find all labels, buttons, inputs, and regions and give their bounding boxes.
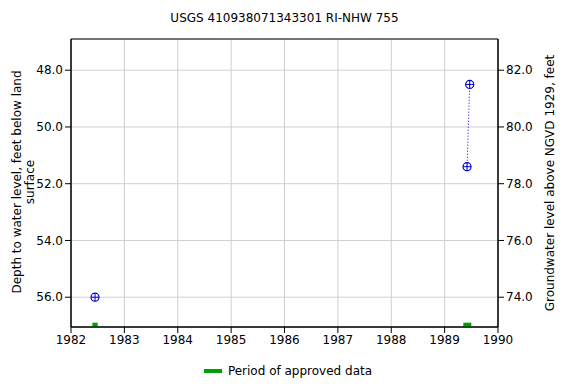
svg-text:1989: 1989 — [429, 333, 460, 347]
html-text:Groundwater level above NGVD 1: Groundwater level above NGVD 1929, feet — [543, 54, 557, 312]
svg-text:1986: 1986 — [269, 333, 300, 347]
svg-text:1982: 1982 — [56, 333, 87, 347]
svg-text:74.0: 74.0 — [506, 290, 533, 304]
svg-text:56.0: 56.0 — [36, 290, 63, 304]
svg-text:80.0: 80.0 — [506, 120, 533, 134]
svg-text:82.0: 82.0 — [506, 63, 533, 77]
svg-text:76.0: 76.0 — [506, 234, 533, 248]
svg-text:1983: 1983 — [109, 333, 140, 347]
svg-text:78.0: 78.0 — [506, 177, 533, 191]
svg-text:1985: 1985 — [216, 333, 247, 347]
svg-text:50.0: 50.0 — [36, 120, 63, 134]
html-text:USGS 410938071343301 RI-NHW 75: USGS 410938071343301 RI-NHW 755 — [170, 11, 399, 25]
svg-text:1987: 1987 — [323, 333, 354, 347]
html-text:surface: surface — [23, 159, 37, 205]
html-text:Depth to water level, feet bel: Depth to water level, feet below land — [10, 70, 24, 294]
svg-text:54.0: 54.0 — [36, 234, 63, 248]
html-text:Period of approved data: Period of approved data — [227, 364, 373, 378]
svg-text:52.0: 52.0 — [36, 177, 63, 191]
svg-text:1984: 1984 — [162, 333, 193, 347]
svg-text:48.0: 48.0 — [36, 63, 63, 77]
svg-text:1990: 1990 — [483, 333, 514, 347]
svg-text:1988: 1988 — [376, 333, 407, 347]
